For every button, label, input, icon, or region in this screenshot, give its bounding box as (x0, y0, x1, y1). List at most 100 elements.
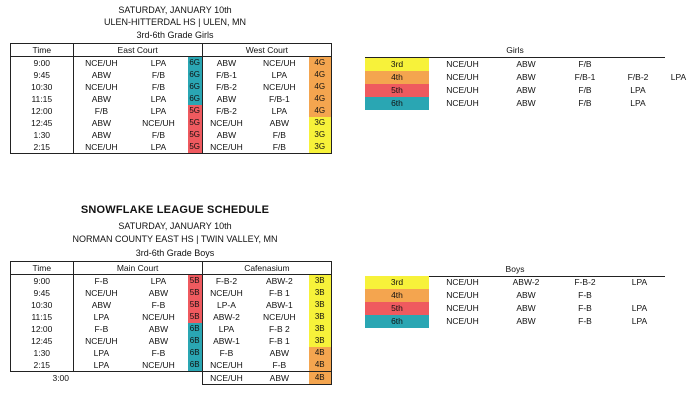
team-away: NCE/UH (263, 82, 296, 92)
game-time: 9:00 (10, 56, 74, 69)
boys-division: 3rd-6th Grade Boys (135, 248, 215, 258)
legend-team: F/B (578, 98, 592, 108)
team-home: NCE/UH (85, 82, 118, 92)
legend-row: 4th NCE/UH ABW F/B-1 F/B-2 LPA (365, 71, 695, 84)
grade-code: 3G (308, 129, 332, 141)
legend-team (662, 84, 695, 97)
schedule-row: 12:00 F-B ABW 6B LPA F-B 2 3B (10, 323, 332, 335)
grade-swatch: 3rd (365, 276, 429, 289)
grade-code: 6B (187, 359, 203, 372)
team-home: ABW (216, 94, 237, 104)
team-away: NCE/UH (142, 118, 175, 128)
game-time: 12:00 (10, 323, 74, 335)
team-home: F-B (94, 276, 109, 286)
schedule-row-extra: 3:00 NCE/UH ABW 4B (11, 371, 332, 385)
grade-code: 4G (308, 56, 332, 69)
grade-code: 6B (187, 323, 203, 335)
team-away: F/B (151, 130, 166, 140)
grade-code: 3B (308, 335, 332, 347)
schedule-row: 2:15 NCE/UH LPA 5G NCE/UH F/B 3G (10, 141, 332, 154)
grade-code: 5G (187, 129, 203, 141)
grade-swatch: 6th (365, 315, 429, 328)
game-time: 11:15 (10, 311, 74, 323)
grade-code: 3G (308, 141, 332, 154)
girls-schedule-table: Time East Court West Court 9:00 NCE/UH LPA… (10, 43, 333, 154)
grade-code: 6G (187, 69, 203, 81)
team-home: NCE/UH (202, 359, 251, 372)
team-home: NCE/UH (85, 58, 118, 68)
team-away: F-B 1 (268, 336, 290, 346)
boys-legend-table: 3rd NCE/UH ABW-2 F-B-2 LPA 4th NCE/UH ABW F-B 5th… (365, 276, 665, 328)
team-away: LPA (150, 106, 167, 116)
schedule-row: 9:00 NCE/UH LPA 6G ABW NCE/UH 4G (10, 56, 332, 69)
game-time: 11:15 (10, 93, 74, 105)
schedule-row: 9:00 F-B LPA 5B F-B-2 ABW-2 3B (10, 274, 332, 287)
legend-row: 5th NCE/UH ABW F/B LPA (365, 84, 695, 97)
legend-team: NCE/UH (446, 277, 479, 287)
team-home: ABW-1 (213, 336, 240, 346)
time-header: Time (10, 43, 74, 57)
grade-swatch: 6th (365, 97, 429, 110)
legend-team: F-B (578, 316, 592, 326)
legend-team (614, 289, 665, 302)
legend-team: F-B (578, 290, 592, 300)
grade-code: 6G (187, 93, 203, 105)
team-home: F-B (219, 348, 234, 358)
team-away: NCE/UH (129, 359, 188, 372)
team-home: ABW (91, 70, 112, 80)
legend-team: LPA (630, 85, 646, 95)
schedule-row: 9:45 NCE/UH ABW 5B NCE/UH F-B 1 3B (10, 287, 332, 299)
game-time: 9:45 (10, 287, 74, 299)
team-away: F-B (250, 359, 309, 372)
grade-code: 6B (187, 335, 203, 347)
schedule-row: 10:30 ABW F-B 5B LP-A ABW-1 3B (10, 299, 332, 311)
team-home: ABW (91, 300, 112, 310)
grade-code: 5B (187, 299, 203, 311)
grade-code: 6G (187, 56, 203, 69)
grade-swatch: 3rd (365, 58, 429, 71)
team-away: LPA (129, 141, 188, 154)
schedule-row: 11:15 LPA NCE/UH 5B ABW-2 NCE/UH 3B (10, 311, 332, 323)
game-time: 12:45 (10, 335, 74, 347)
boys-day: SATURDAY, JANUARY 10th (118, 221, 232, 231)
legend-team (662, 58, 695, 71)
schedule-row: 12:00 F/B LPA 5G F/B-2 LPA 4G (10, 105, 332, 117)
team-home: F/B-2 (216, 106, 237, 116)
grade-code: 5B (187, 287, 203, 299)
grade-code: 5B (187, 274, 203, 287)
schedule-row: 12:45 NCE/UH ABW 6B ABW-1 F-B 1 3B (10, 335, 332, 347)
schedule-row: 2:15 LPA NCE/UH 6B NCE/UH F-B 4B (10, 359, 332, 372)
legend-team: F/B-2 (627, 72, 649, 82)
team-away: F/B (272, 130, 286, 140)
team-away: LPA (271, 70, 288, 80)
team-away: ABW (250, 371, 309, 385)
team-home: NCE/UH (202, 141, 251, 154)
legend-team: LPA (670, 72, 687, 82)
time-header: Time (10, 261, 74, 275)
team-home: ABW (216, 130, 237, 140)
grade-code: 6G (187, 81, 203, 93)
team-home: NCE/UH (85, 336, 118, 346)
grade-code: 4B (308, 347, 332, 359)
team-away: NCE/UH (263, 312, 296, 322)
girls-legend-table: 3rd NCE/UH ABW F/B 4th NCE/UH ABW F/B-1 F/B-2 LPA… (365, 58, 695, 110)
game-time: 12:00 (10, 105, 74, 117)
grade-swatch: 4th (365, 289, 429, 302)
girls-division: 3rd-6th Grade Girls (136, 30, 214, 40)
team-home: ABW (91, 94, 112, 104)
legend-team (614, 58, 662, 71)
team-home: NCE/UH (85, 288, 118, 298)
schedule-row: 1:30 LPA F-B 6B F-B ABW 4B (10, 347, 332, 359)
team-home: NCE/UH (210, 288, 243, 298)
team-away: F/B (250, 141, 309, 154)
legend-team: NCE/UH (446, 98, 479, 108)
grade-code: 4B (308, 359, 332, 372)
legend-row: 4th NCE/UH ABW F-B (365, 289, 665, 302)
team-away: ABW (148, 288, 169, 298)
legend-team: ABW (516, 59, 536, 69)
team-home: LPA (73, 359, 130, 372)
game-time: 1:30 (10, 347, 74, 359)
team-home: F-B (94, 324, 109, 334)
grade-code: 4G (308, 93, 332, 105)
legend-team: NCE/UH (446, 290, 479, 300)
